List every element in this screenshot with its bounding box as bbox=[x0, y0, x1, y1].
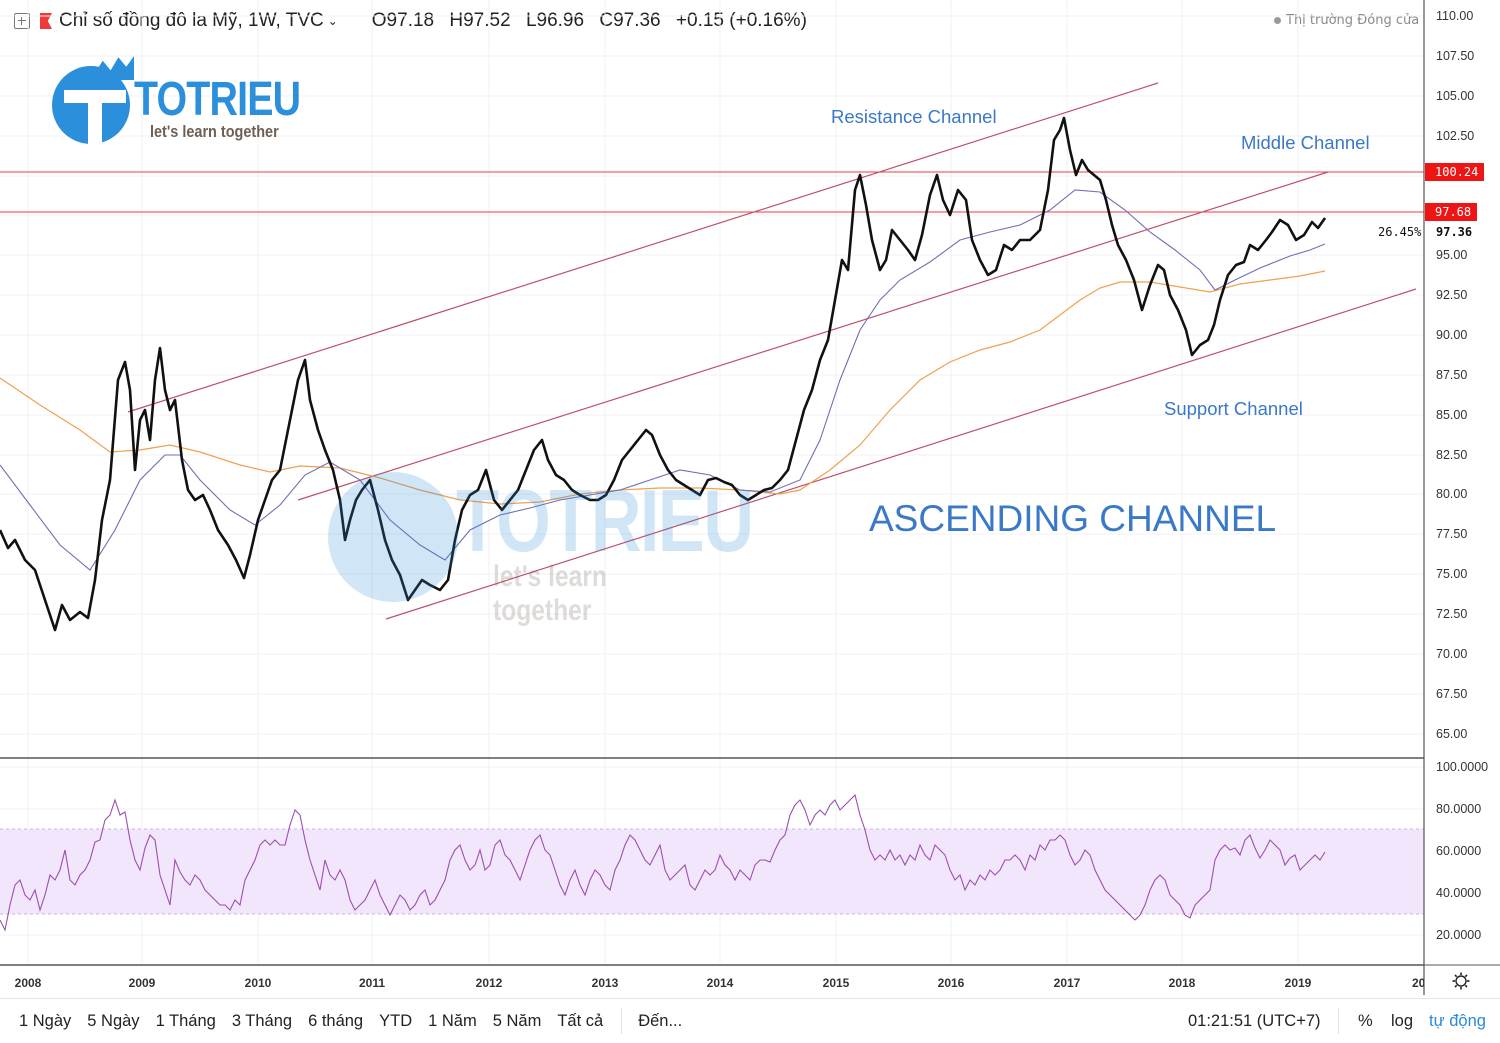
year-label: 2014 bbox=[706, 976, 734, 990]
year-label: 2016 bbox=[937, 976, 965, 990]
log-scale-toggle[interactable]: log bbox=[1391, 1011, 1414, 1030]
range-5-days[interactable]: 5 Ngày bbox=[87, 1011, 140, 1030]
divider bbox=[1338, 1008, 1339, 1034]
price-tick: 65.00 bbox=[1436, 727, 1468, 741]
middle-channel-line[interactable] bbox=[297, 171, 1329, 501]
open-value: O97.18 bbox=[371, 10, 435, 31]
percent-scale-toggle[interactable]: % bbox=[1358, 1011, 1373, 1030]
ascending-channel-title[interactable]: ASCENDING CHANNEL bbox=[869, 498, 1277, 539]
rsi-tick: 80.0000 bbox=[1436, 802, 1482, 816]
year-label: 2015 bbox=[822, 976, 850, 990]
price-tick: 85.00 bbox=[1436, 408, 1468, 422]
logo-tagline: let's learn together bbox=[150, 122, 279, 141]
price-tick: 92.50 bbox=[1436, 288, 1468, 302]
price-tick: 90.00 bbox=[1436, 328, 1468, 342]
rsi-line[interactable] bbox=[0, 793, 1326, 932]
logo-brand: TOTRIEU bbox=[134, 73, 301, 126]
percent-label: 26.45% bbox=[1378, 225, 1422, 239]
price-tick: 110.00 bbox=[1436, 9, 1474, 23]
middle-channel-label[interactable]: Middle Channel bbox=[1241, 132, 1370, 153]
auto-scale-toggle[interactable]: tự động bbox=[1429, 1011, 1486, 1030]
range-ytd[interactable]: YTD bbox=[379, 1011, 413, 1030]
price-tick: 67.50 bbox=[1436, 687, 1468, 701]
price-tag-97-68: 97.68 bbox=[1425, 203, 1478, 221]
price-tick: 72.50 bbox=[1436, 607, 1468, 621]
rsi-band bbox=[0, 829, 1424, 914]
price-tick: 107.50 bbox=[1436, 49, 1475, 63]
price-tick: 80.00 bbox=[1436, 487, 1468, 501]
rsi-tick: 60.0000 bbox=[1436, 844, 1482, 858]
year-label: 2020 bbox=[1412, 976, 1424, 990]
market-status: Thị trường Đóng cửa bbox=[1274, 13, 1419, 28]
range-1-day[interactable]: 1 Ngày bbox=[19, 1011, 72, 1030]
status-dot-icon bbox=[1274, 17, 1281, 24]
low-value: L96.96 bbox=[525, 10, 585, 31]
price-tag-100-24: 100.24 bbox=[1425, 163, 1485, 181]
price-tick: 102.50 bbox=[1436, 129, 1475, 143]
goto-date-button[interactable]: Đến... bbox=[638, 1011, 683, 1030]
year-label: 2019 bbox=[1284, 976, 1312, 990]
ma-short-line bbox=[0, 189, 1326, 571]
last-price-label: 97.36 bbox=[1436, 225, 1473, 239]
settings-gear-icon[interactable] bbox=[1452, 972, 1470, 990]
market-status-text: Thị trường Đóng cửa bbox=[1286, 13, 1420, 28]
year-label: 2013 bbox=[591, 976, 619, 990]
divider bbox=[621, 1008, 623, 1034]
year-label: 2012 bbox=[475, 976, 503, 990]
rsi-tick: 20.0000 bbox=[1436, 928, 1482, 942]
range-all[interactable]: Tất cả bbox=[557, 1011, 604, 1030]
watermark-tagline: let's learn together bbox=[493, 560, 607, 627]
year-label: 2017 bbox=[1053, 976, 1081, 990]
price-tick: 70.00 bbox=[1436, 647, 1468, 661]
range-5-years[interactable]: 5 Năm bbox=[492, 1011, 542, 1030]
range-6-months[interactable]: 6 tháng bbox=[308, 1011, 364, 1030]
price-tick: 95.00 bbox=[1436, 248, 1468, 262]
year-label: 2010 bbox=[244, 976, 272, 990]
range-1-year[interactable]: 1 Năm bbox=[428, 1011, 477, 1030]
chart-canvas[interactable] bbox=[0, 0, 1500, 1000]
year-label: 2011 bbox=[358, 976, 386, 990]
resistance-channel-label[interactable]: Resistance Channel bbox=[831, 106, 997, 127]
price-tick: 82.50 bbox=[1436, 448, 1468, 462]
watermark-brand: TOTRIEU bbox=[456, 471, 754, 570]
expand-icon[interactable] bbox=[14, 13, 30, 29]
range-3-months[interactable]: 3 Tháng bbox=[231, 1011, 293, 1030]
range-selector: 1 Ngày 5 Ngày 1 Tháng 3 Tháng 6 tháng YT… bbox=[19, 1012, 619, 1031]
clock[interactable]: 01:21:51 (UTC+7) bbox=[1188, 1011, 1321, 1030]
year-label: 2008 bbox=[14, 976, 42, 990]
change-value: +0.15 (+0.16%) bbox=[675, 10, 807, 31]
year-label: 2009 bbox=[128, 976, 156, 990]
symbol-flag-icon bbox=[40, 13, 52, 29]
ohlc-values: O97.18 H97.52 L96.96 C97.36 +0.15 (+0.16… bbox=[372, 10, 817, 32]
close-value: C97.36 bbox=[599, 10, 661, 31]
totrieu-logo: TOTRIEU let's learn together bbox=[52, 56, 312, 148]
year-label: 2018 bbox=[1168, 976, 1196, 990]
rsi-tick: 100.0000 bbox=[1436, 760, 1489, 774]
high-value: H97.52 bbox=[449, 10, 511, 31]
bottom-toolbar: 1 Ngày 5 Ngày 1 Tháng 3 Tháng 6 tháng YT… bbox=[0, 998, 1500, 1043]
price-tick: 105.00 bbox=[1436, 89, 1475, 103]
chevron-down-icon[interactable]: ⌄ bbox=[327, 14, 338, 28]
logo-t-stem bbox=[88, 96, 102, 144]
range-1-month[interactable]: 1 Tháng bbox=[155, 1011, 216, 1030]
support-channel-label[interactable]: Support Channel bbox=[1164, 398, 1303, 419]
price-series[interactable] bbox=[0, 116, 1327, 632]
price-tick: 75.00 bbox=[1436, 567, 1468, 581]
resistance-channel-line[interactable] bbox=[127, 82, 1159, 413]
price-tick: 77.50 bbox=[1436, 527, 1468, 541]
watermark-circle bbox=[328, 472, 458, 602]
rsi-tick: 40.0000 bbox=[1436, 886, 1482, 900]
watermark: TOTRIEU let's learn together bbox=[328, 452, 758, 627]
price-tick: 87.50 bbox=[1436, 368, 1468, 382]
support-channel-line[interactable] bbox=[385, 288, 1417, 620]
